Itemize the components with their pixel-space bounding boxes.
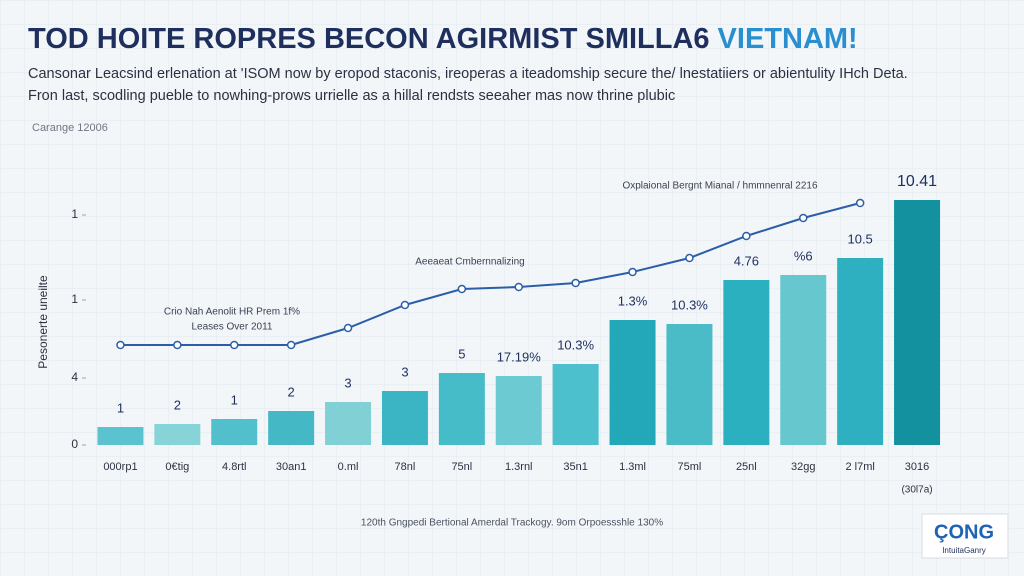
x-tick-label: 3016 (905, 461, 929, 473)
annotation: Oxplaional Bergnt Mianal / hmmnenral 221… (622, 181, 818, 192)
line-marker (514, 282, 523, 292)
x-tick-label: 25nl (736, 461, 757, 473)
line-marker (799, 213, 808, 223)
x-tick-label: 35n1 (563, 461, 587, 473)
subtitle: Cansonar Leacsind erlenation at 'ISOM no… (28, 66, 908, 82)
bar-label: 1.3% (618, 293, 648, 308)
bar-label: %6 (794, 248, 813, 263)
x-sublabel: (30l7a) (901, 485, 932, 496)
line-marker (742, 231, 751, 241)
annotation: Leases Over 2011 (192, 322, 273, 333)
logo-mark: ÇONG (934, 521, 994, 543)
logo-box (921, 513, 1009, 559)
bar (211, 419, 258, 445)
bar-label: 1 (231, 392, 238, 407)
bar-label: 1 (117, 400, 124, 415)
x-tick-label: 75ml (678, 461, 702, 473)
x-tick-label: 1.3rnl (505, 461, 533, 473)
bar (666, 324, 713, 445)
bar-label: 3 (344, 375, 351, 390)
annotation: Aeeaeat Cmbernnalizing (415, 257, 525, 268)
footer: 120th Gngpedi Bertional Amerdal Trackogy… (361, 518, 663, 529)
bar-label: 10.3% (671, 297, 708, 312)
bar-label: 5 (458, 346, 465, 361)
chart-title: TOD HOITE ROPRES BECON AGIRMIST SMILLA6 V… (28, 23, 858, 55)
annotation: Crio Nah Aenolit HR Prem 1f% (164, 307, 300, 318)
bar (268, 411, 315, 445)
bar-label: 10.3% (557, 337, 594, 352)
y-tick-label: 1 (71, 207, 78, 221)
y-tick-label: 4 (71, 370, 78, 384)
bar (894, 200, 941, 445)
bar-label: 10.5 (847, 231, 872, 246)
subtitle: Fron last, scodling pueble to nowhing-pr… (28, 88, 675, 104)
bar (381, 391, 428, 445)
line-marker (628, 267, 637, 277)
bar-label: 10.41 (897, 173, 937, 190)
y-tick-label: 1 (71, 292, 78, 306)
title-main: TOD HOITE ROPRES BECON AGIRMIST SMILLA6 (28, 23, 710, 55)
x-tick-label: 30an1 (276, 461, 307, 473)
x-tick-label: 78nl (395, 461, 416, 473)
note: Carange 12006 (32, 122, 108, 134)
x-tick-label: 000rp1 (103, 461, 137, 473)
line-marker (230, 340, 239, 350)
bar-label: 3 (401, 364, 408, 379)
line-marker (685, 253, 694, 263)
x-tick-label: 0.ml (338, 461, 359, 473)
x-tick-label: 75nl (451, 461, 472, 473)
x-tick-label: 1.3ml (619, 461, 646, 473)
bar-label: 2 (174, 397, 181, 412)
bar-label: 17.19% (497, 349, 542, 364)
line-marker (400, 300, 410, 310)
bar (609, 320, 656, 445)
bar (325, 402, 372, 445)
logo-text: IntuitaGanry (942, 546, 986, 555)
x-tick-label: 0€tig (165, 461, 189, 473)
x-tick-label: 32gg (791, 461, 815, 473)
bar (154, 424, 201, 445)
line (120, 202, 861, 346)
x-tick-label: 2 l7ml (845, 461, 874, 473)
bar-label: 4.76 (734, 253, 759, 268)
bar (552, 364, 599, 445)
line-marker (571, 278, 580, 288)
line-marker (173, 340, 182, 350)
x-tick-label: 4.8rtl (222, 461, 246, 473)
bar-label: 2 (288, 384, 295, 399)
y-tick-label: 0 (71, 437, 78, 451)
line-marker (855, 198, 865, 208)
bar (495, 376, 542, 445)
bar (723, 280, 770, 445)
bar (97, 427, 144, 445)
bar (837, 258, 884, 445)
title-highlight: VIETNAM! (718, 23, 858, 55)
line-marker (457, 284, 467, 294)
y-axis-label: Pesonerte uneilte (36, 275, 50, 369)
bar (438, 373, 485, 445)
line-marker (116, 340, 125, 350)
bar (780, 275, 827, 445)
line-marker (286, 340, 296, 350)
line-marker (343, 323, 353, 333)
